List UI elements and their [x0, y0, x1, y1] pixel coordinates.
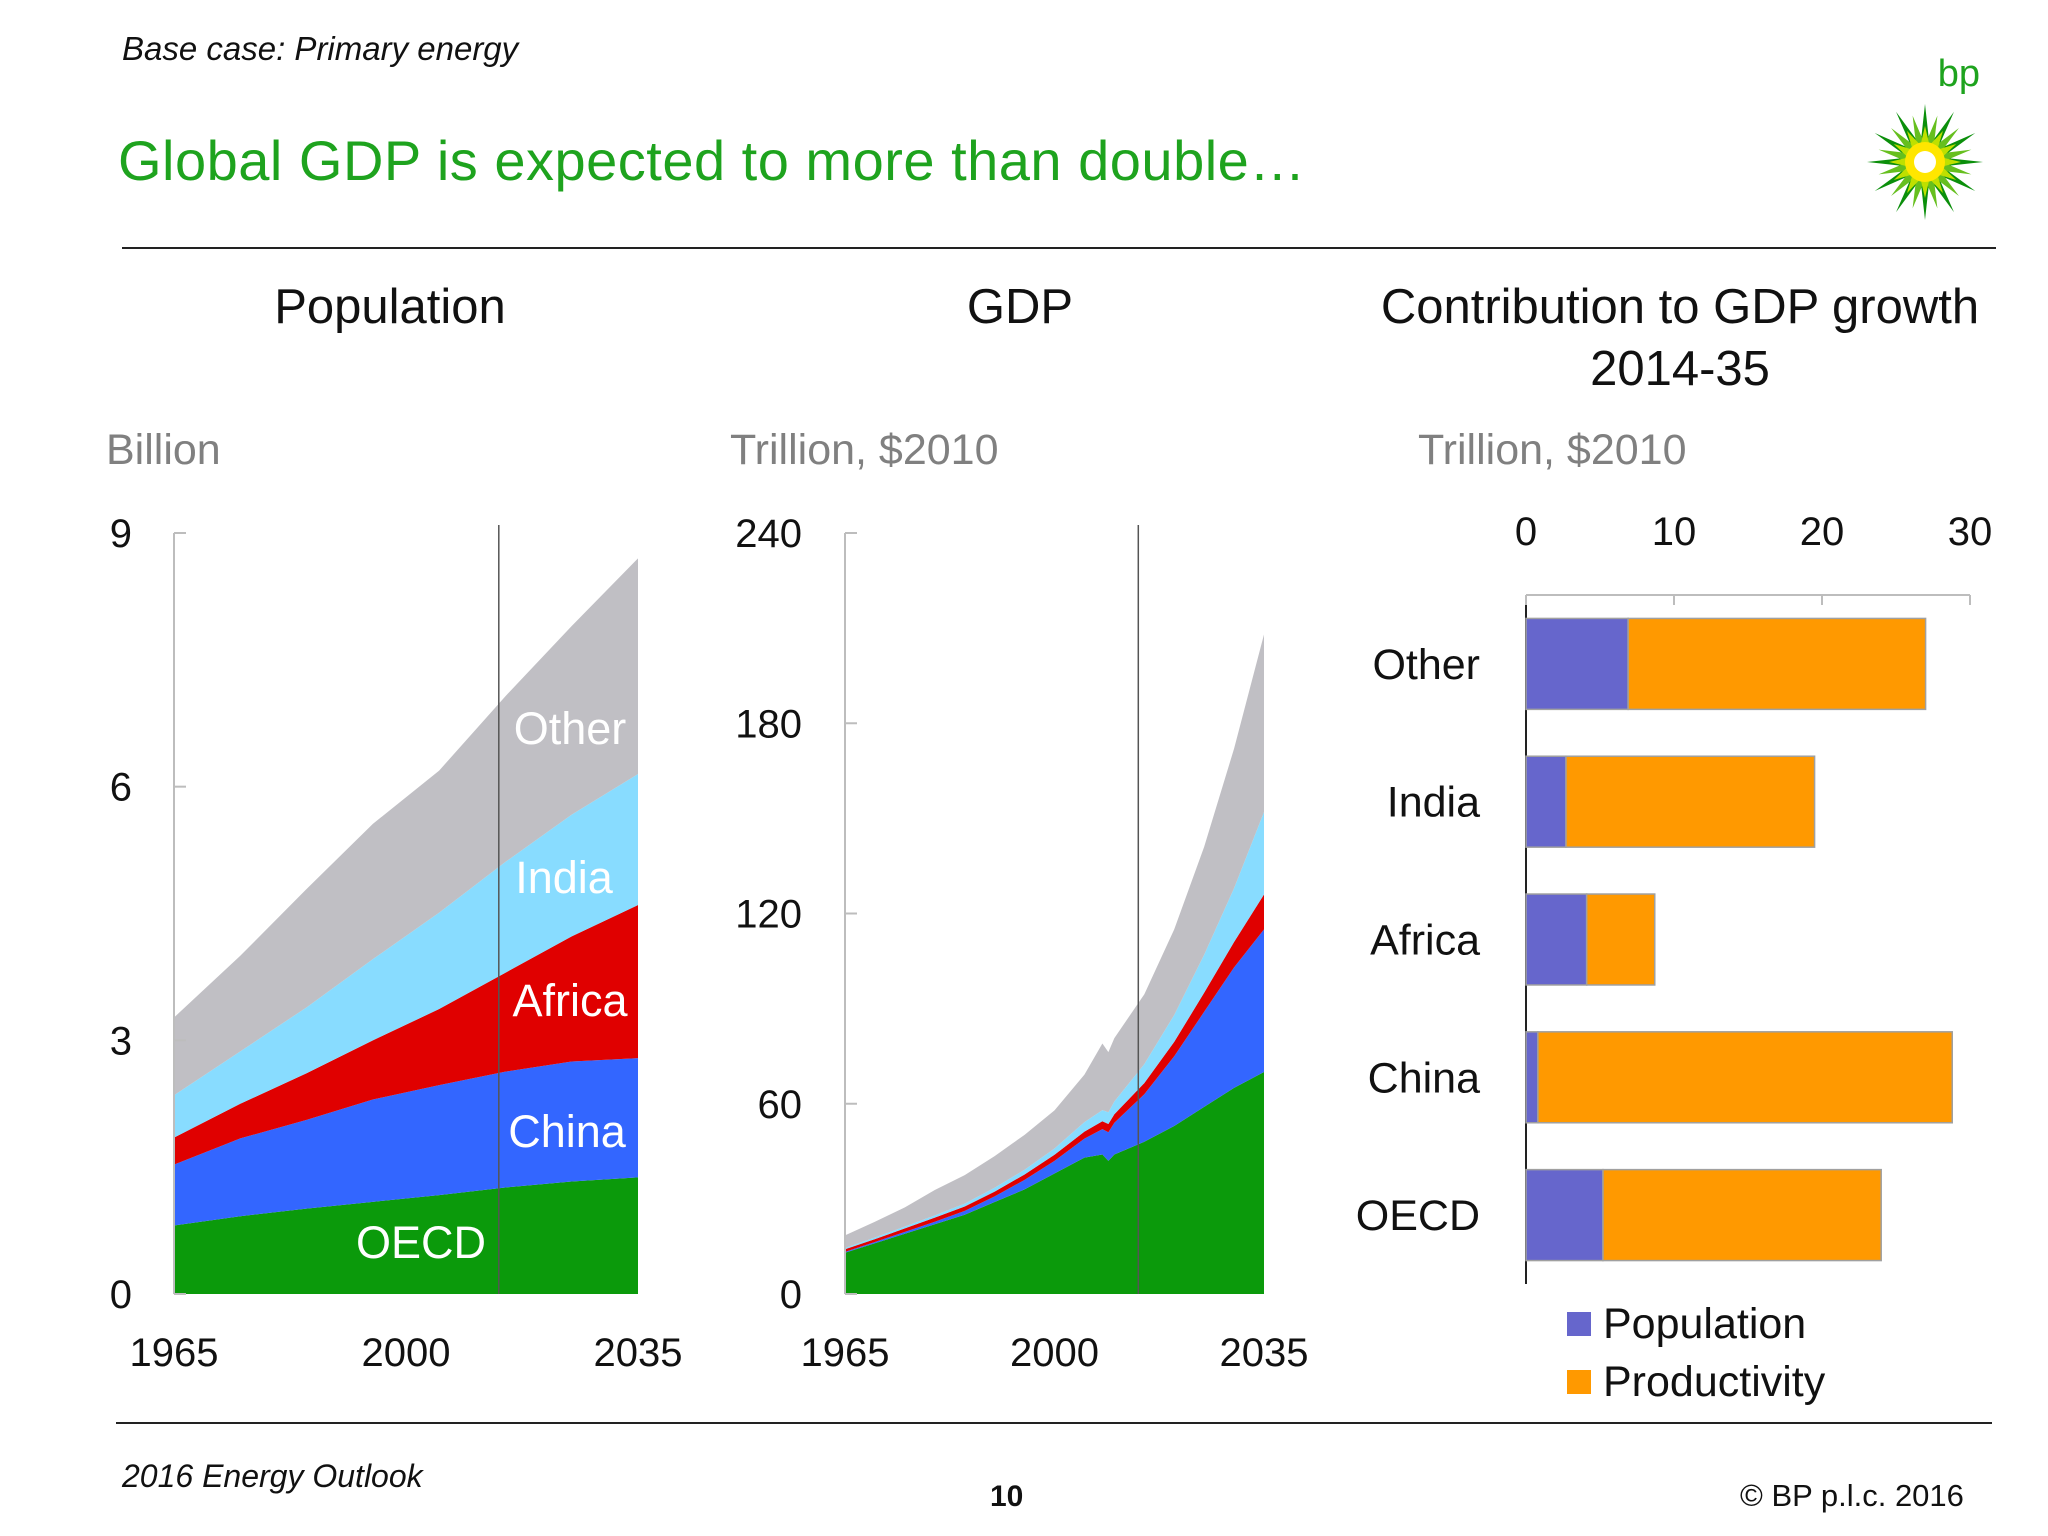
footer-rule [116, 1422, 1992, 1424]
population-series-label-other: Other [514, 703, 627, 754]
contribution-bar-other-productivity [1627, 617, 1927, 711]
contribution-unit-label: Trillion, $2010 [1418, 426, 1687, 474]
contribution-xtick-label-10: 10 [1652, 510, 1697, 554]
gdp-area-other [845, 634, 1264, 1249]
contribution-bar-africa-productivity [1585, 893, 1656, 986]
population-ytick-label-6: 6 [110, 766, 132, 810]
population-unit-label: Billion [106, 426, 221, 474]
legend-label-productivity: Productivity [1603, 1358, 1826, 1406]
bp-logo-text: bp [1938, 53, 1980, 95]
contribution-xtick-label-20: 20 [1800, 510, 1845, 554]
contribution-chart-title: Contribution to GDP growth 2014-35 [1380, 280, 1980, 396]
contribution-bar-india-productivity [1565, 755, 1816, 848]
population-area-africa [174, 905, 638, 1165]
legend-swatch-population [1567, 1312, 1591, 1336]
contribution-category-label-oecd: OECD [1356, 1192, 1480, 1240]
header-rule [122, 247, 1996, 249]
population-area-oecd [174, 1177, 638, 1294]
gdp-chart: 0 60 120 180 240 1965 2000 2035 [735, 512, 1308, 1375]
contribution-category-label-africa: Africa [1370, 917, 1480, 965]
contribution-bar-africa-population [1525, 893, 1588, 986]
legend-label-population: Population [1603, 1300, 1806, 1348]
population-xtick-label-2000: 2000 [362, 1331, 451, 1375]
population-area-other [174, 558, 638, 1096]
gdp-area-oecd [845, 1072, 1264, 1294]
population-chart-title: Population [274, 280, 506, 334]
gdp-ytick-label-0: 0 [780, 1273, 802, 1317]
bp-logo: bp [1867, 53, 1983, 220]
slide-headline: Global GDP is expected to more than doub… [118, 129, 1306, 192]
population-area-china [174, 1058, 638, 1226]
contribution-xtick-label-30: 30 [1948, 510, 1993, 554]
contribution-category-label-india: India [1387, 779, 1480, 827]
contribution-category-label-other: Other [1372, 641, 1480, 689]
contribution-bar-china-population [1525, 1031, 1539, 1124]
copyright-notice: © BP p.l.c. 2016 [1740, 1478, 1964, 1513]
gdp-xtick-label-2035: 2035 [1220, 1331, 1309, 1375]
population-series-label-china: China [508, 1106, 627, 1157]
contribution-chart: 0 10 20 30 Other India Africa China OECD Populati… [1356, 510, 1992, 1406]
population-xtick-label-1965: 1965 [130, 1331, 219, 1375]
slide-kicker: Base case: Primary energy [122, 30, 519, 67]
helios-icon [1867, 104, 1983, 220]
population-xtick-label-2035: 2035 [594, 1331, 683, 1375]
contribution-category-label-china: China [1368, 1054, 1480, 1102]
population-ytick-label-0: 0 [110, 1273, 132, 1317]
contribution-bar-china-productivity [1537, 1031, 1953, 1124]
legend-swatch-productivity [1567, 1370, 1591, 1394]
population-ytick-label-3: 3 [110, 1019, 132, 1063]
contribution-bar-other-population [1525, 617, 1629, 711]
population-area-india [174, 773, 638, 1138]
contribution-bar-oecd-productivity [1602, 1168, 1882, 1262]
population-series-label-oecd: OECD [356, 1217, 486, 1268]
gdp-unit-label: Trillion, $2010 [730, 426, 999, 474]
contribution-xtick-label-0: 0 [1515, 510, 1537, 554]
logo-core-inner [1914, 151, 1936, 173]
population-chart: 0 3 6 9 1965 2000 2035 OECD China Africa India Othe… [110, 512, 683, 1375]
gdp-xtick-label-2000: 2000 [1010, 1331, 1099, 1375]
gdp-area-india [845, 812, 1264, 1250]
gdp-ytick-label-240: 240 [735, 512, 802, 556]
contribution-bar-india-population [1525, 755, 1567, 848]
population-ytick-label-9: 9 [110, 512, 132, 556]
footer-outlook-label: 2016 Energy Outlook [122, 1458, 423, 1494]
gdp-area-china [845, 929, 1264, 1253]
population-series-label-india: India [515, 852, 614, 903]
gdp-chart-title: GDP [966, 280, 1074, 334]
gdp-ytick-label-120: 120 [735, 893, 802, 937]
contribution-bar-oecd-population [1525, 1168, 1604, 1262]
population-series-label-africa: Africa [512, 975, 628, 1026]
page-number: 10 [990, 1480, 1024, 1513]
gdp-ytick-label-60: 60 [758, 1083, 803, 1127]
gdp-xtick-label-1965: 1965 [801, 1331, 890, 1375]
gdp-ytick-label-180: 180 [735, 702, 802, 746]
